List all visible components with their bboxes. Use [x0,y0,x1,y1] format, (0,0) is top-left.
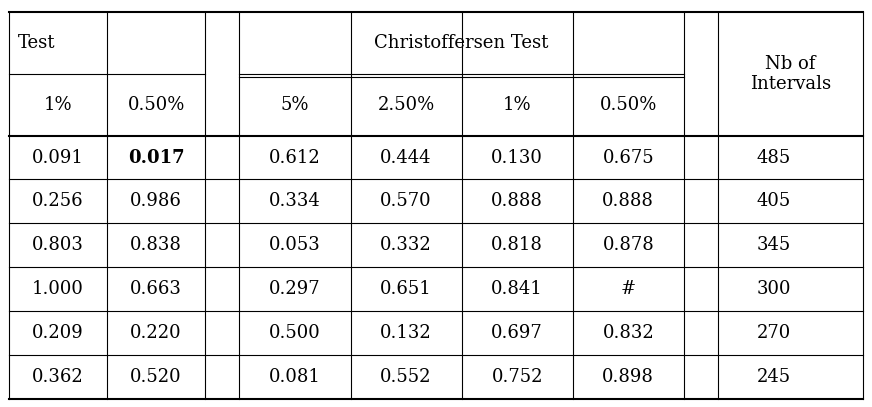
Text: 0.081: 0.081 [269,368,321,386]
Text: 0.612: 0.612 [269,149,321,166]
Text: 0.898: 0.898 [603,368,654,386]
Text: 0.220: 0.220 [130,324,182,342]
Text: 1%: 1% [503,96,532,114]
Text: 5%: 5% [281,96,310,114]
Text: 0.091: 0.091 [32,149,84,166]
Text: 0.570: 0.570 [380,193,432,210]
Text: 0.500: 0.500 [269,324,321,342]
Text: Christoffersen Test: Christoffersen Test [374,34,548,52]
Text: 0.838: 0.838 [130,236,182,254]
Text: 0.132: 0.132 [380,324,432,342]
Text: 0.818: 0.818 [491,236,543,254]
Text: 0.803: 0.803 [32,236,84,254]
Text: Test: Test [17,34,55,52]
Text: 0.888: 0.888 [603,193,654,210]
Text: 345: 345 [756,236,791,254]
Text: 0.888: 0.888 [491,193,543,210]
Text: 0.50%: 0.50% [127,96,185,114]
Text: 0.256: 0.256 [32,193,84,210]
Text: 2.50%: 2.50% [378,96,435,114]
Text: 0.878: 0.878 [603,236,654,254]
Text: 0.444: 0.444 [380,149,432,166]
Text: 0.986: 0.986 [130,193,182,210]
Text: 0.130: 0.130 [491,149,543,166]
Text: 0.752: 0.752 [492,368,543,386]
Text: 245: 245 [757,368,791,386]
Text: 0.362: 0.362 [32,368,84,386]
Text: 405: 405 [756,193,791,210]
Text: 0.017: 0.017 [128,149,185,166]
Text: 0.209: 0.209 [32,324,84,342]
Text: 0.675: 0.675 [603,149,654,166]
Text: 0.334: 0.334 [269,193,321,210]
Text: 0.651: 0.651 [380,280,432,298]
Text: 485: 485 [756,149,791,166]
Text: 300: 300 [756,280,791,298]
Text: 0.297: 0.297 [269,280,321,298]
Text: 1%: 1% [44,96,72,114]
Text: 0.332: 0.332 [380,236,432,254]
Text: 0.663: 0.663 [130,280,182,298]
Text: 1.000: 1.000 [32,280,84,298]
Text: 0.697: 0.697 [491,324,543,342]
Text: Nb of
Intervals: Nb of Intervals [750,55,831,93]
Text: 0.832: 0.832 [603,324,654,342]
Text: 270: 270 [756,324,791,342]
Text: 0.50%: 0.50% [600,96,657,114]
Text: #: # [621,280,636,298]
Text: 0.552: 0.552 [380,368,432,386]
Text: 0.520: 0.520 [130,368,182,386]
Text: 0.841: 0.841 [491,280,543,298]
Text: 0.053: 0.053 [269,236,321,254]
